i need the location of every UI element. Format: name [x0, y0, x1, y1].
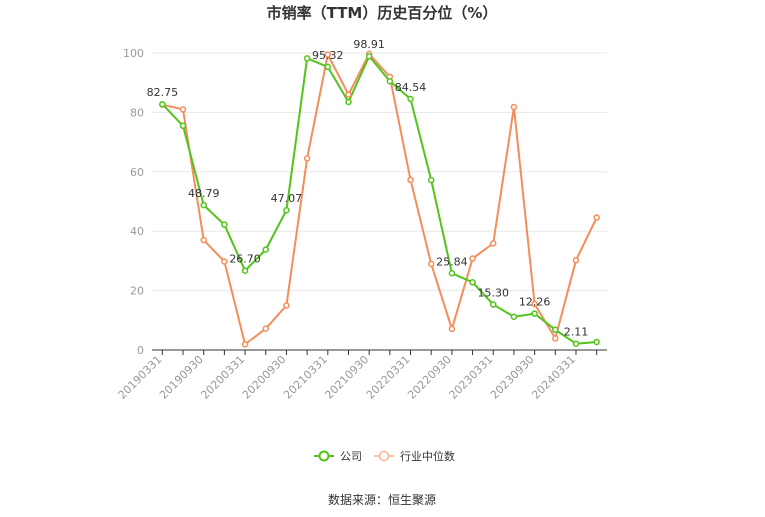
series-0-point-1 [179, 122, 187, 130]
legend-industry-label: 行业中位数 [400, 449, 455, 463]
data-label-2: 48.79 [188, 187, 220, 200]
legend[interactable]: 公司 行业中位数 [314, 449, 455, 463]
series-1-point-8 [324, 51, 332, 58]
y-tick-label-20: 20 [130, 285, 144, 298]
y-tick-label-100: 100 [123, 47, 144, 60]
data-label-6: 47.07 [271, 192, 303, 205]
series-0-point-20 [572, 340, 580, 347]
series-0-point-12 [407, 95, 414, 103]
data-label-16: 15.30 [478, 287, 510, 300]
series-0-point-6 [283, 206, 290, 214]
series-1-point-5 [262, 325, 269, 332]
series-0-point-11 [386, 77, 394, 85]
series-1-point-9 [345, 91, 352, 98]
series-1-point-16 [490, 240, 497, 247]
x-tick-label: 20190331 [116, 353, 165, 402]
x-axis: 2019033120190930202003312020093020210331… [116, 349, 607, 402]
data-label-10: 98.91 [353, 38, 385, 51]
legend-company-label: 公司 [340, 450, 362, 463]
series-0-point-7 [303, 55, 311, 62]
x-tick-label: 20220331 [364, 353, 413, 402]
series-0-point-18 [531, 310, 538, 317]
series-1-point-1 [179, 106, 187, 113]
series-lines [161, 52, 598, 346]
x-tick-label: 20190930 [157, 353, 206, 402]
legend-item-company[interactable]: 公司 [314, 450, 362, 463]
series-1-point-7 [303, 155, 311, 162]
legend-industry-marker-icon [378, 450, 390, 462]
series-1-point-6 [283, 302, 290, 309]
legend-company-marker-icon [318, 450, 330, 462]
x-tick-label: 20210331 [281, 353, 330, 402]
data-label-4: 26.70 [229, 253, 261, 266]
series-1-point-13 [427, 260, 435, 268]
data-label-20: 2.11 [564, 326, 589, 339]
series-1-point-21 [593, 214, 600, 221]
series-1-point-4 [241, 341, 249, 348]
series-0-point-15 [469, 279, 476, 286]
x-tick-label: 20200331 [198, 353, 247, 402]
data-labels: 82.75 48.79 26.70 47.07 95.32 98.91 84.54 25.84… [147, 38, 589, 338]
data-label-0: 82.75 [147, 86, 179, 99]
series-0-point-19 [552, 326, 559, 334]
y-tick-label-60: 60 [130, 166, 144, 179]
series-1-point-17 [510, 103, 518, 111]
y-tick-label-40: 40 [130, 225, 144, 238]
series-0-point-9 [345, 98, 352, 106]
series-0-point-10 [365, 52, 373, 60]
data-label-12: 84.54 [395, 81, 427, 94]
series-0-point-3 [221, 221, 228, 228]
grid-lines [152, 52, 607, 292]
y-tick-label-80: 80 [130, 106, 144, 119]
source-text: 数据来源：恒生聚源 [328, 492, 436, 507]
series-0-point-5 [262, 246, 269, 253]
series-0-point-16 [490, 301, 497, 308]
series-0-point-14 [448, 270, 456, 277]
series-line-0 [161, 55, 597, 345]
series-points [159, 50, 600, 348]
series-0-point-0 [159, 100, 166, 108]
x-tick-label: 20220930 [405, 353, 454, 402]
series-0-point-13 [427, 176, 435, 184]
series-1-point-12 [407, 176, 414, 184]
data-label-14: 25.84 [436, 255, 468, 268]
legend-item-industry[interactable]: 行业中位数 [374, 449, 455, 463]
x-tick-label: 20230930 [488, 353, 537, 402]
chart-title: 市销率（TTM）历史百分位（%） [267, 4, 498, 22]
x-tick-label: 20210930 [322, 353, 371, 402]
series-0-point-8 [324, 63, 332, 71]
data-label-18: 12.26 [519, 296, 551, 309]
series-line-1 [162, 52, 598, 346]
series-1-point-18 [531, 300, 538, 308]
series-0-point-21 [593, 338, 600, 346]
series-0-point-4 [241, 267, 249, 274]
series-1-point-20 [572, 257, 580, 264]
x-tick-label: 20200930 [240, 353, 289, 402]
series-1-point-14 [448, 325, 456, 333]
series-0-point-17 [510, 313, 518, 320]
x-tick-label: 20240331 [529, 353, 578, 402]
series-1-point-15 [469, 255, 476, 262]
series-1-point-19 [552, 335, 559, 342]
series-1-point-3 [221, 258, 228, 265]
x-tick-label: 20230331 [447, 353, 496, 402]
y-axis: 0 20 40 60 80 100 [123, 47, 144, 357]
y-tick-label-0: 0 [137, 344, 144, 357]
series-1-point-2 [200, 236, 207, 244]
data-label-8: 95.32 [312, 49, 344, 62]
series-0-point-2 [200, 201, 207, 209]
